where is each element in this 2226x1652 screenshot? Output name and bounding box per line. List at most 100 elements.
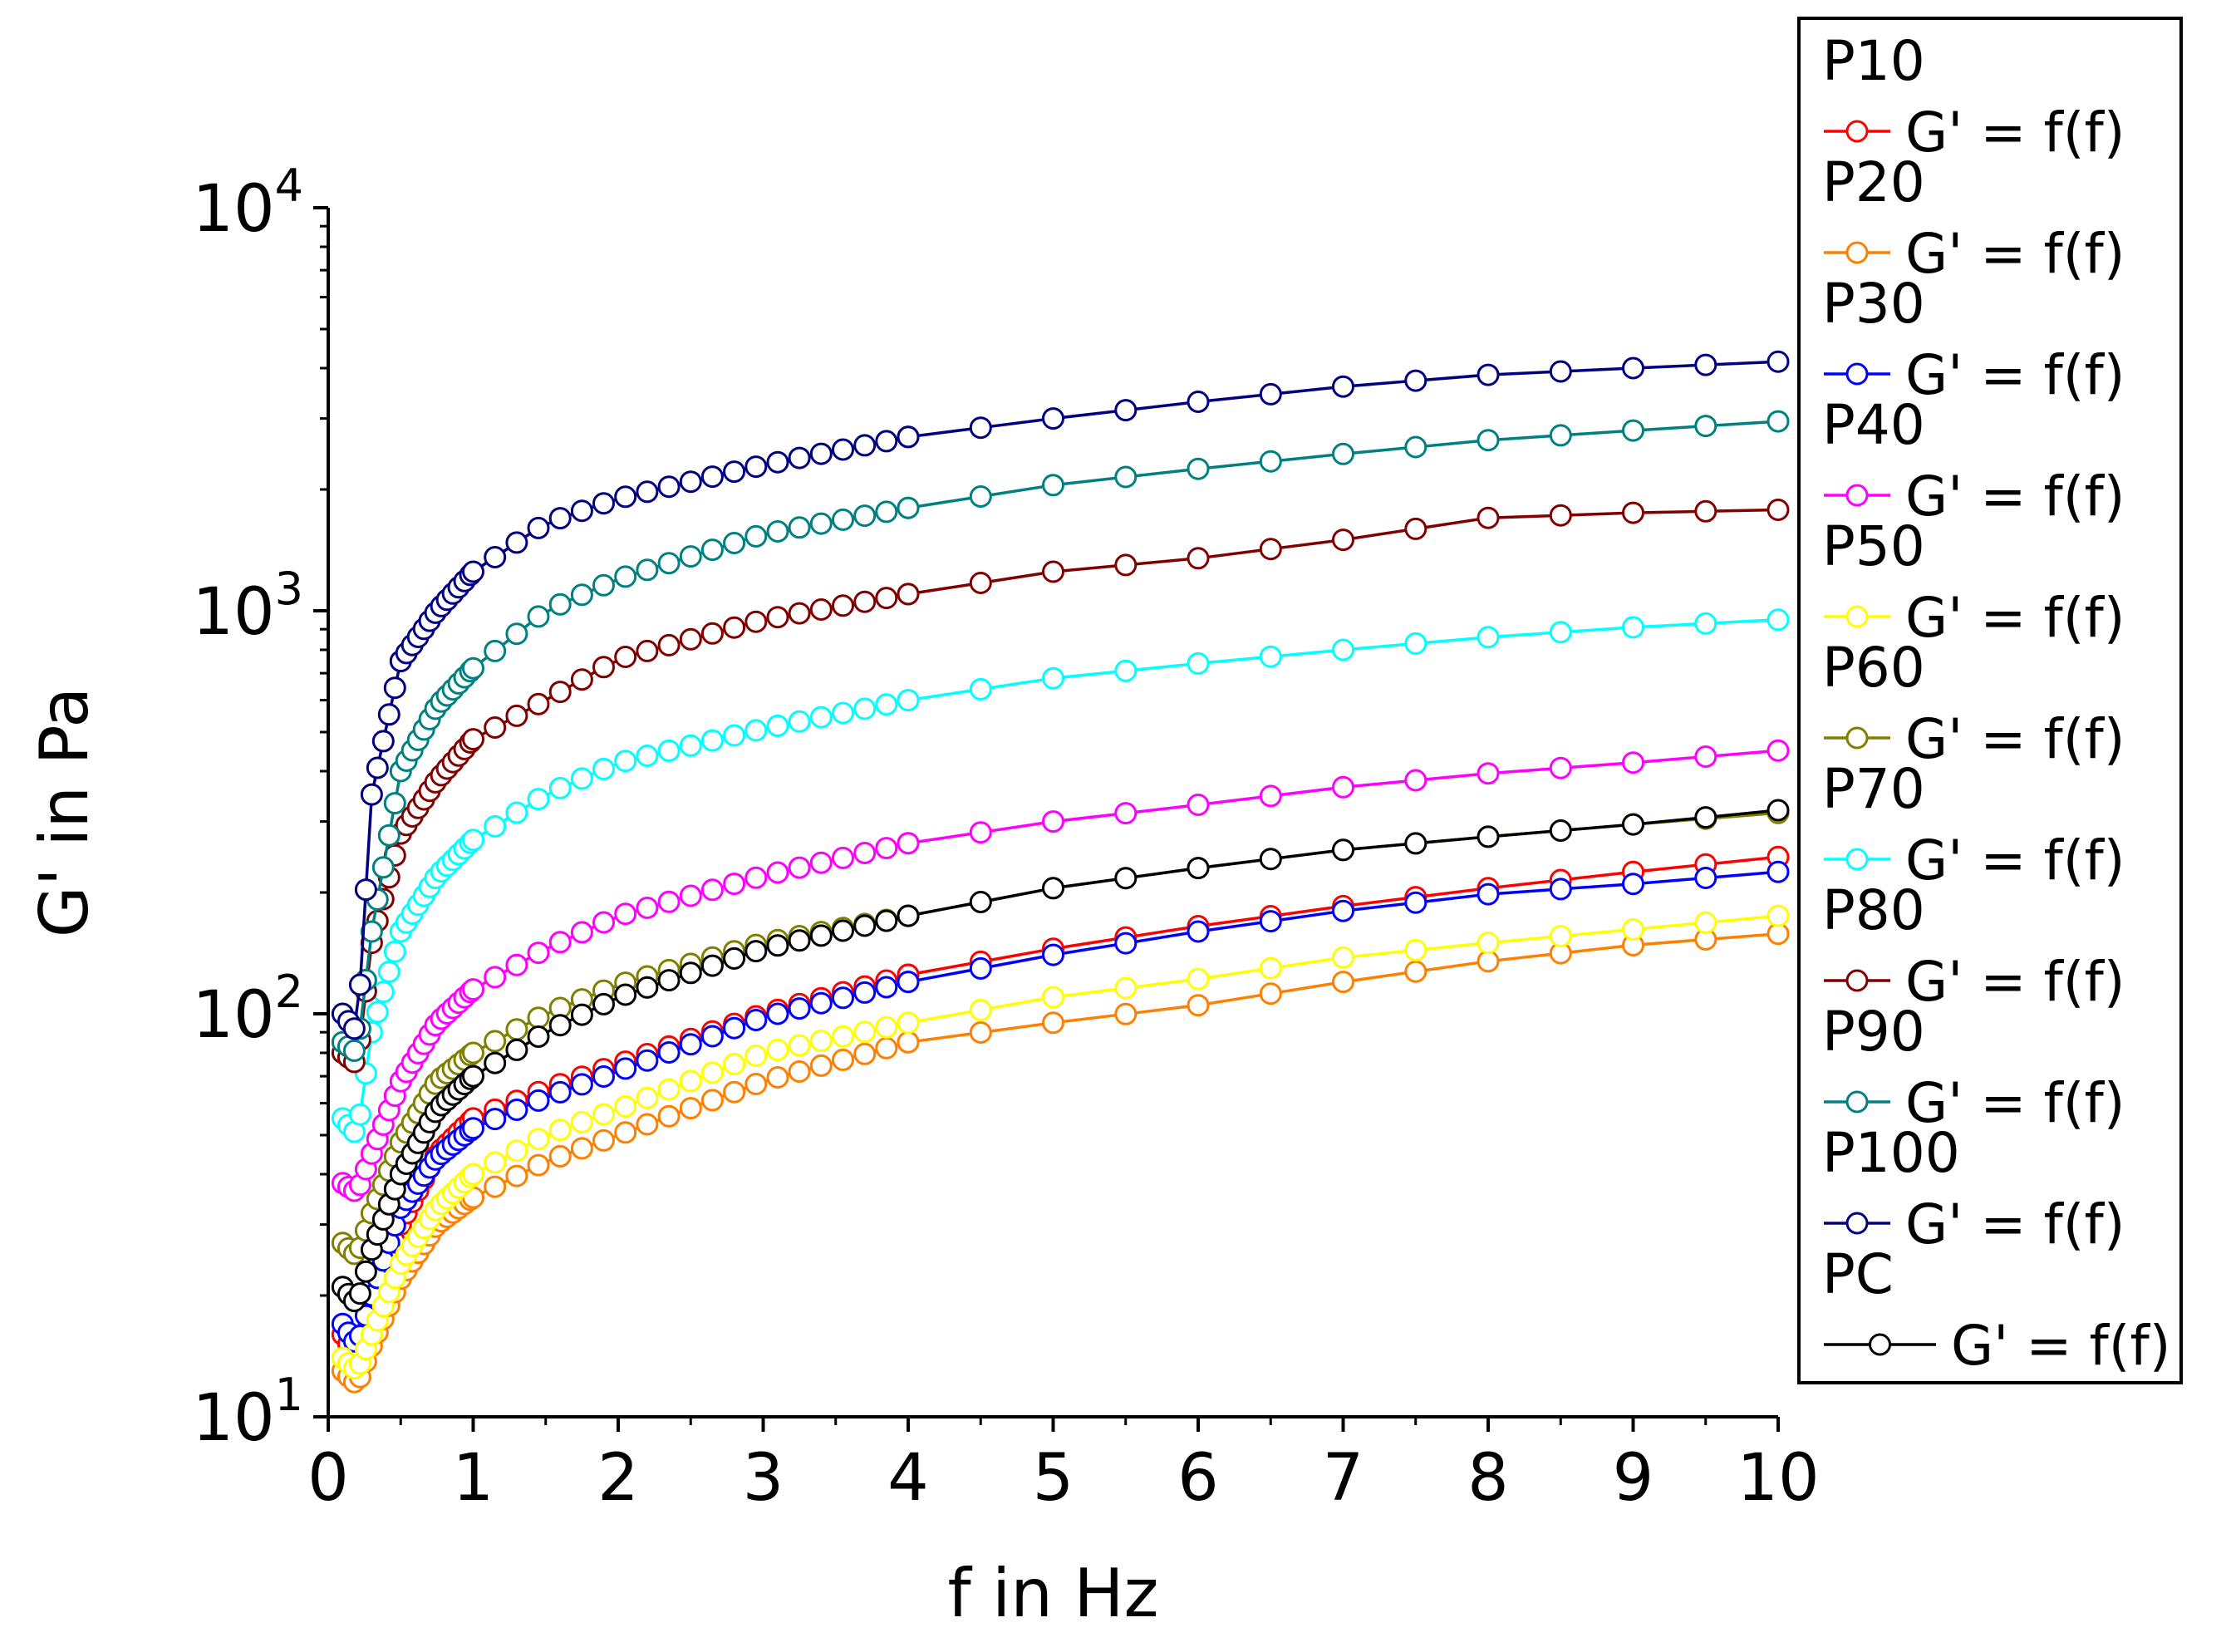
series-p90 bbox=[331, 410, 1790, 1062]
data-point bbox=[383, 940, 406, 963]
data-point bbox=[1767, 739, 1790, 762]
data-point bbox=[1332, 971, 1354, 994]
data-point bbox=[766, 606, 789, 629]
data-point bbox=[897, 1011, 920, 1035]
x-tick-label: 4 bbox=[887, 1441, 929, 1516]
data-point bbox=[744, 610, 768, 633]
x-tick-label: 5 bbox=[1033, 1441, 1074, 1516]
data-point bbox=[700, 729, 724, 752]
data-point bbox=[809, 1054, 833, 1077]
y-tick-label: 102 bbox=[192, 966, 303, 1053]
data-point bbox=[1259, 645, 1282, 668]
data-point bbox=[788, 1034, 811, 1057]
legend-marker bbox=[1845, 484, 1869, 507]
data-point bbox=[570, 1137, 593, 1160]
data-point bbox=[832, 701, 854, 725]
data-point bbox=[505, 622, 528, 646]
data-point bbox=[875, 587, 898, 610]
data-point bbox=[657, 1078, 681, 1101]
data-point bbox=[700, 538, 724, 562]
data-point bbox=[527, 516, 550, 539]
data-point bbox=[1114, 1002, 1138, 1025]
data-point bbox=[1549, 504, 1572, 527]
data-point bbox=[592, 992, 615, 1015]
data-point bbox=[1477, 429, 1500, 452]
data-point bbox=[614, 983, 637, 1006]
legend-item-p40: P40 G' = f(f) bbox=[1822, 393, 2125, 529]
legend-marker bbox=[1845, 1212, 1869, 1235]
data-point bbox=[679, 1097, 702, 1120]
data-point bbox=[636, 639, 659, 662]
y-axis-title: G' in Pa bbox=[26, 687, 103, 937]
data-point bbox=[1549, 756, 1572, 779]
data-point bbox=[1404, 832, 1427, 855]
data-point bbox=[484, 1175, 507, 1198]
series-p50 bbox=[331, 904, 1790, 1380]
data-point bbox=[1767, 860, 1790, 883]
data-point bbox=[875, 837, 898, 860]
data-point bbox=[484, 814, 507, 838]
data-point bbox=[897, 832, 920, 855]
data-point bbox=[614, 646, 637, 668]
data-point bbox=[1477, 883, 1500, 906]
data-point bbox=[969, 956, 992, 980]
legend-item-p20: P20 G' = f(f) bbox=[1822, 150, 2125, 286]
data-point bbox=[614, 485, 637, 509]
data-point bbox=[527, 788, 550, 811]
data-point bbox=[548, 592, 572, 616]
data-point bbox=[788, 997, 811, 1020]
data-point bbox=[1622, 419, 1644, 442]
data-point bbox=[657, 890, 681, 913]
data-point bbox=[383, 792, 406, 815]
data-point bbox=[1332, 899, 1354, 922]
data-point bbox=[1259, 538, 1282, 561]
data-point bbox=[679, 1033, 702, 1056]
series-layer bbox=[331, 350, 1790, 1394]
data-point bbox=[853, 981, 877, 1004]
data-point bbox=[614, 565, 637, 588]
data-point bbox=[505, 1139, 528, 1163]
data-point bbox=[1767, 499, 1790, 521]
data-point bbox=[1114, 465, 1138, 489]
data-point bbox=[1404, 632, 1427, 655]
data-point bbox=[969, 572, 992, 594]
data-point bbox=[462, 656, 484, 680]
data-point bbox=[1042, 560, 1064, 583]
x-tick-label: 8 bbox=[1467, 1441, 1509, 1516]
series-p60 bbox=[331, 801, 1790, 1266]
data-point bbox=[744, 455, 768, 479]
data-point bbox=[679, 734, 702, 757]
x-tick-label: 1 bbox=[453, 1441, 494, 1516]
legend-series-label: G' = f(f) bbox=[1905, 950, 2125, 1014]
data-point bbox=[1477, 762, 1500, 785]
data-point bbox=[1187, 857, 1210, 880]
data-point bbox=[462, 728, 484, 751]
legend-item-p30: P30 G' = f(f) bbox=[1822, 272, 2125, 407]
x-tick-label: 0 bbox=[307, 1441, 349, 1516]
legend-series-label: G' = f(f) bbox=[1905, 1192, 2125, 1256]
data-point bbox=[832, 986, 854, 1010]
data-point bbox=[462, 978, 484, 1001]
x-tick-label: 3 bbox=[743, 1441, 784, 1516]
data-point bbox=[614, 1057, 637, 1080]
data-point bbox=[1259, 910, 1282, 933]
data-point bbox=[897, 425, 920, 449]
data-point bbox=[809, 1030, 833, 1052]
data-point bbox=[809, 706, 833, 729]
legend-group-label: P70 bbox=[1822, 757, 1925, 821]
data-point bbox=[1259, 956, 1282, 980]
data-point bbox=[592, 1128, 615, 1152]
data-point bbox=[570, 668, 593, 691]
data-point bbox=[1259, 382, 1282, 406]
legend-series-label: G' = f(f) bbox=[1905, 828, 2125, 892]
data-point bbox=[527, 942, 550, 965]
data-point bbox=[1694, 353, 1717, 376]
data-point bbox=[1187, 457, 1210, 480]
data-point bbox=[832, 594, 854, 617]
data-point bbox=[570, 499, 593, 523]
data-point bbox=[875, 1015, 898, 1039]
data-point bbox=[592, 1103, 615, 1126]
data-point bbox=[354, 1260, 377, 1283]
data-point bbox=[723, 1053, 746, 1075]
